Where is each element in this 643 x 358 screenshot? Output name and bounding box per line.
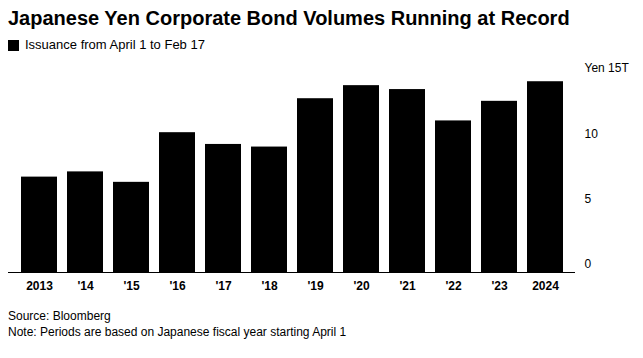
svg-text:2013: 2013 bbox=[26, 279, 53, 293]
html-text:Source: Bloomberg: Source: Bloomberg bbox=[8, 309, 111, 323]
svg-text:5: 5 bbox=[585, 192, 592, 206]
svg-text:2024: 2024 bbox=[532, 279, 559, 293]
svg-text:'17: '17 bbox=[215, 279, 232, 293]
svg-text:10: 10 bbox=[585, 127, 599, 141]
html-text:Japanese Yen Corporate Bond Vo: Japanese Yen Corporate Bond Volumes Runn… bbox=[8, 7, 570, 29]
svg-text:'20: '20 bbox=[353, 279, 370, 293]
svg-text:'14: '14 bbox=[77, 279, 94, 293]
html-text:Issuance from April 1 to Feb 1: Issuance from April 1 to Feb 17 bbox=[25, 37, 205, 52]
svg-text:'21: '21 bbox=[399, 279, 416, 293]
svg-text:'23: '23 bbox=[491, 279, 508, 293]
svg-text:'18: '18 bbox=[261, 279, 278, 293]
svg-text:'16: '16 bbox=[169, 279, 186, 293]
html-text:Note: Periods are based on Jap: Note: Periods are based on Japanese fisc… bbox=[8, 325, 347, 339]
svg-text:'19: '19 bbox=[307, 279, 324, 293]
svg-text:0: 0 bbox=[585, 257, 592, 271]
svg-text:'15: '15 bbox=[123, 279, 140, 293]
svg-text:'22: '22 bbox=[445, 279, 462, 293]
svg-text:Yen 15T: Yen 15T bbox=[585, 61, 630, 75]
